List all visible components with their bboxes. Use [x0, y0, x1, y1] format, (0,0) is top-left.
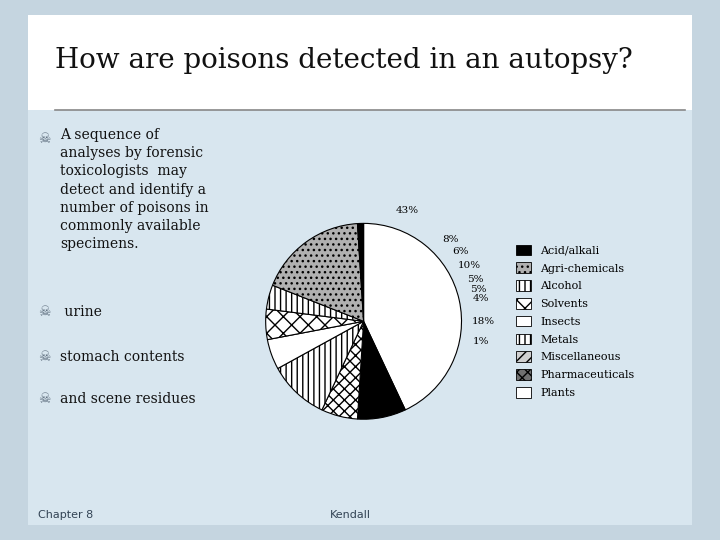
Text: 10%: 10%: [457, 261, 481, 269]
Text: and scene residues: and scene residues: [60, 392, 196, 406]
Wedge shape: [273, 224, 364, 321]
Wedge shape: [364, 224, 462, 410]
Text: 43%: 43%: [396, 206, 419, 215]
Wedge shape: [266, 309, 364, 340]
Text: 6%: 6%: [452, 247, 469, 255]
FancyBboxPatch shape: [28, 15, 692, 110]
Wedge shape: [266, 285, 364, 321]
Text: How are poisons detected in an autopsy?: How are poisons detected in an autopsy?: [55, 46, 633, 73]
Text: A sequence of
analyses by forensic
toxicologists  may
detect and identify a
numb: A sequence of analyses by forensic toxic…: [60, 128, 209, 251]
Wedge shape: [278, 321, 364, 410]
Text: ☠: ☠: [38, 132, 50, 146]
Wedge shape: [357, 321, 405, 419]
Text: 1%: 1%: [473, 336, 490, 346]
Text: ☠: ☠: [38, 350, 50, 364]
Text: 18%: 18%: [472, 317, 495, 326]
Text: 4%: 4%: [472, 294, 489, 303]
Text: ☠: ☠: [38, 305, 50, 319]
Text: stomach contents: stomach contents: [60, 350, 184, 364]
Text: Kendall: Kendall: [330, 510, 371, 520]
Text: 5%: 5%: [470, 285, 487, 294]
Text: 5%: 5%: [467, 275, 484, 284]
Wedge shape: [267, 321, 364, 368]
Text: ☠: ☠: [38, 392, 50, 406]
Text: urine: urine: [60, 305, 102, 319]
Legend: Acid/alkali, Agri-chemicals, Alcohol, Solvents, Insects, Metals, Miscellaneous, : Acid/alkali, Agri-chemicals, Alcohol, So…: [511, 240, 639, 402]
Text: Chapter 8: Chapter 8: [38, 510, 94, 520]
Wedge shape: [357, 224, 364, 321]
FancyBboxPatch shape: [28, 110, 692, 525]
Text: 8%: 8%: [443, 235, 459, 244]
Wedge shape: [322, 321, 364, 419]
